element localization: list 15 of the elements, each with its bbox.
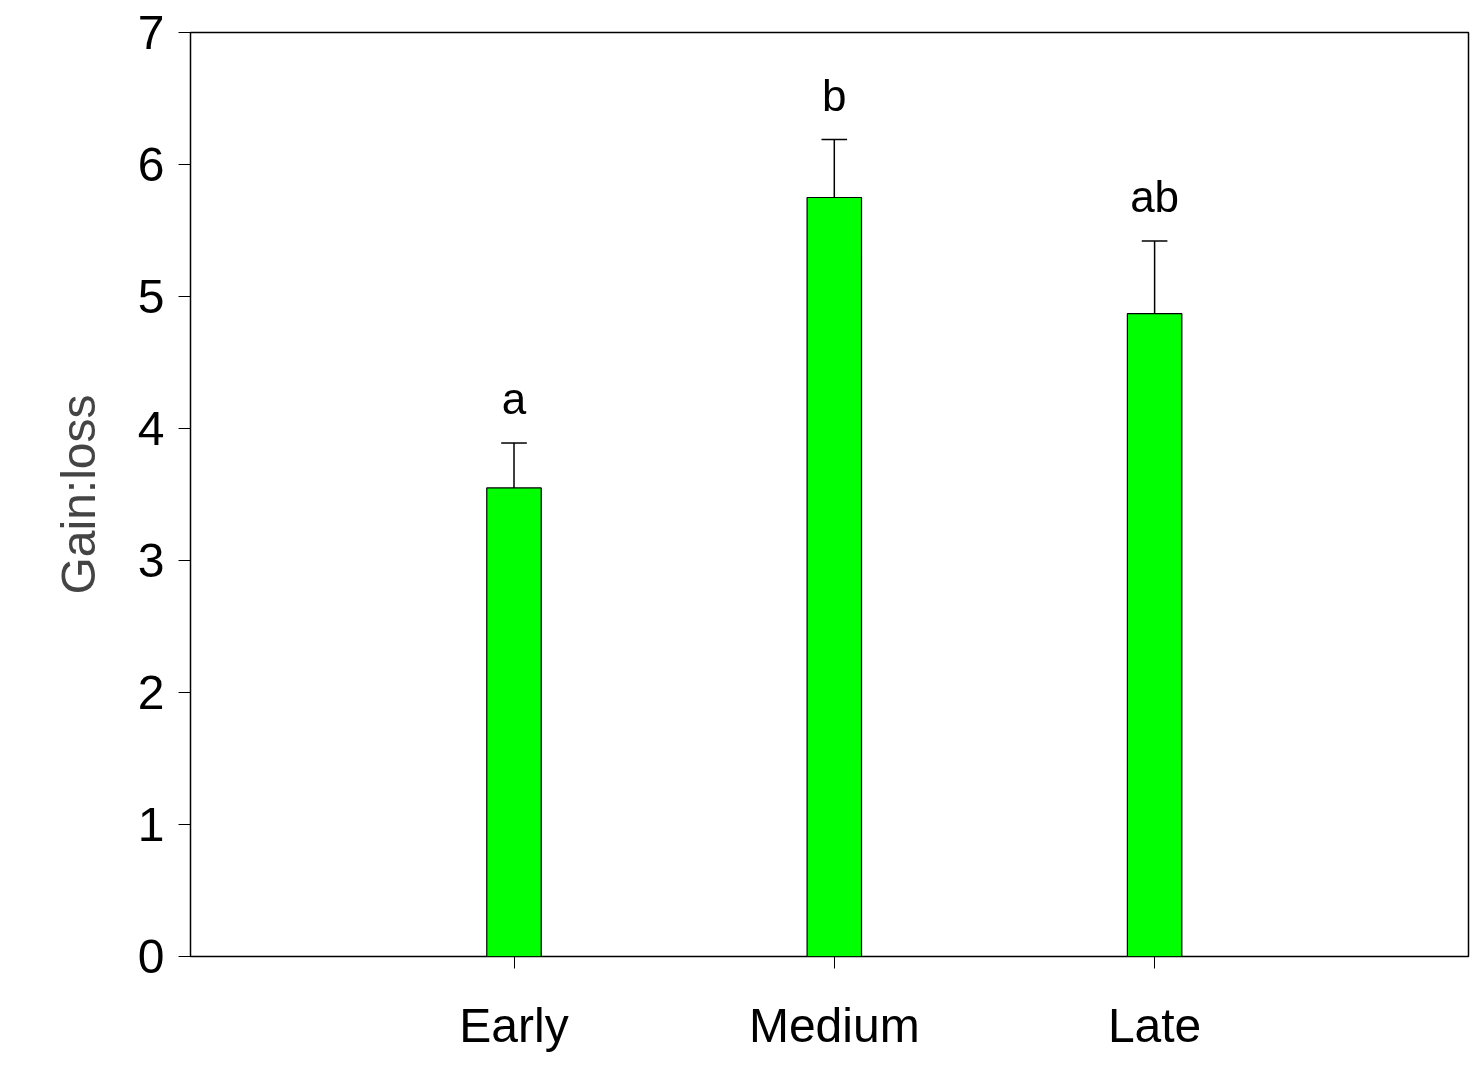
- y-tick-label: 2: [137, 666, 165, 719]
- y-tick-label: 3: [137, 534, 165, 587]
- y-tick-label: 7: [137, 6, 165, 59]
- annotation: ab: [1130, 172, 1180, 222]
- y-tick-label: 4: [137, 402, 165, 455]
- y-axis-title: Gain:loss: [51, 394, 105, 595]
- x-tick-label: Late: [1107, 998, 1202, 1052]
- y-tick-label: 5: [137, 270, 165, 323]
- x-tick-label: Early: [459, 998, 569, 1052]
- y-tick-label: 6: [137, 138, 165, 191]
- y-tick-label: 0: [137, 930, 165, 983]
- x-tick-label: Medium: [748, 998, 920, 1052]
- annotation: b: [822, 70, 847, 120]
- annotation: a: [501, 374, 527, 424]
- y-tick-label: 1: [137, 798, 165, 851]
